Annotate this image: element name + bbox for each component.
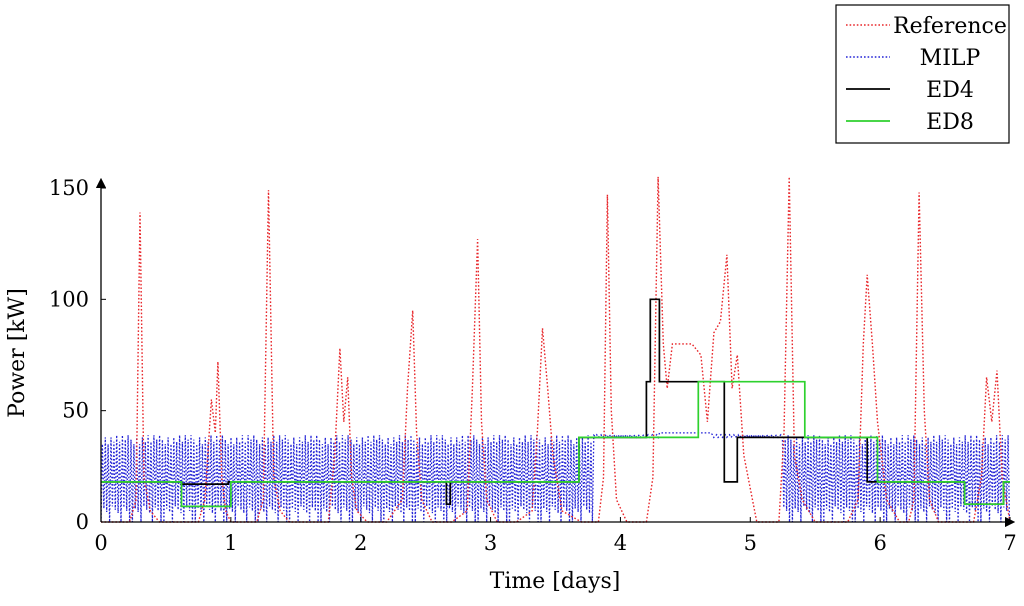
legend-box: [835, 4, 1010, 144]
x-tick-label: 5: [744, 531, 757, 555]
x-tick-label: 3: [484, 531, 497, 555]
legend-label-milp: MILP: [920, 46, 981, 71]
legend-label-reference: Reference: [893, 14, 1007, 39]
y-tick-label: 50: [62, 399, 89, 423]
legend-label-ed4: ED4: [926, 78, 974, 103]
x-tick-label: 6: [873, 531, 886, 555]
x-tick-label: 7: [1003, 531, 1016, 555]
y-tick-label: 100: [49, 287, 89, 311]
legend-label-ed8: ED8: [926, 110, 974, 135]
ticks-layer: 0 1 2 3 4 5 6 7 0 50 100 150: [49, 176, 1017, 555]
series-ed8-line: [101, 380, 1010, 508]
x-tick-label: 1: [224, 531, 237, 555]
x-axis-title: Time [days]: [490, 569, 621, 594]
x-tick-label: 2: [354, 531, 367, 555]
y-axis-title: Power [kW]: [5, 288, 30, 418]
y-tick-label: 150: [49, 176, 89, 200]
legend: Reference MILP ED4 ED8: [835, 4, 1010, 144]
axes: [95, 177, 1016, 528]
series-milp-line: [101, 432, 1011, 523]
y-tick-label: 0: [76, 510, 89, 534]
x-tick-label: 4: [614, 531, 627, 555]
series-layer: [101, 176, 1011, 523]
x-tick-label: 0: [94, 531, 107, 555]
